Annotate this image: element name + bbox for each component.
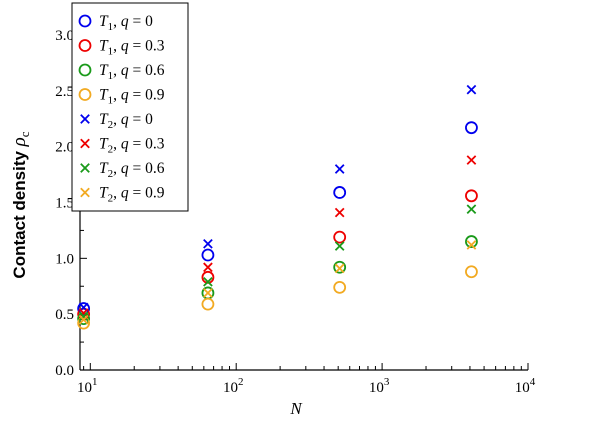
legend-marker-circle <box>78 63 92 77</box>
legend-entry: T1, q = 0.3 <box>78 38 165 58</box>
legend: T1, q = 0 T1, q = 0.3 T1, q = 0.6 T1, q = 0… <box>71 2 189 212</box>
x-axis-label: N <box>289 399 303 418</box>
data-point-circle <box>333 230 347 244</box>
legend-label: T1, q = 0.6 <box>99 62 165 82</box>
data-point-circle <box>333 280 347 294</box>
legend-entry: T2, q = 0.9 <box>80 185 165 205</box>
legend-marker-circle <box>78 14 92 28</box>
series-5 <box>78 84 477 313</box>
y-tick-label: 0.5 <box>55 307 74 323</box>
legend-entry: T2, q = 0 <box>80 111 153 131</box>
legend-label: T1, q = 0.9 <box>99 87 165 107</box>
ticks-layer: 0.0 0.5 1.0 1.5 2.0 2.5 3.0 101 102 103 104 <box>55 28 536 396</box>
legend-marker-cross <box>80 163 90 173</box>
data-point-circle <box>465 121 478 135</box>
y-tick-label: 1.5 <box>55 196 74 212</box>
y-axis-label: Contact density ρc <box>9 131 32 278</box>
y-tick-label: 2.0 <box>55 140 74 156</box>
legend-entry: T2, q = 0.3 <box>80 136 165 156</box>
data-point-cross <box>334 263 345 274</box>
data-point-cross <box>466 204 477 215</box>
legend-marker-circle <box>78 88 92 101</box>
data-point-circle <box>333 260 347 274</box>
legend-label: T2, q = 0.6 <box>99 160 165 180</box>
series-8 <box>78 240 477 325</box>
y-axis-label-symbol: ρ <box>9 137 30 147</box>
y-tick-label: 0.0 <box>55 363 74 379</box>
x-tick-label: 103 <box>369 376 390 396</box>
x-tick-label: 104 <box>515 376 536 396</box>
legend-entry: T1, q = 0.6 <box>78 62 165 82</box>
x-tick-label: 101 <box>77 376 98 396</box>
data-point-cross <box>334 164 345 174</box>
legend-marker-cross <box>80 187 90 198</box>
data-point-circle <box>201 297 215 311</box>
data-point-circle <box>333 186 347 199</box>
series-3 <box>77 235 478 326</box>
legend-label: T2, q = 0.3 <box>99 136 165 156</box>
legend-entry: T1, q = 0.9 <box>78 87 165 107</box>
legend-marker-cross <box>80 114 90 124</box>
x-tick-label: 102 <box>223 376 244 396</box>
y-tick-label: 1.0 <box>55 251 74 267</box>
data-point-cross <box>466 240 477 250</box>
data-point-cross <box>78 311 89 322</box>
data-point-cross <box>334 241 345 251</box>
legend-label: T1, q = 0.3 <box>99 38 165 58</box>
legend-label: T2, q = 0 <box>99 111 153 131</box>
legend-entry: T2, q = 0.6 <box>80 160 165 180</box>
data-point-cross <box>203 262 213 273</box>
series-4 <box>77 265 478 330</box>
data-point-cross <box>203 276 213 287</box>
data-point-circle <box>465 235 478 248</box>
legend-entry: T1, q = 0 <box>78 13 153 33</box>
data-point-cross <box>203 238 213 249</box>
legend-label: T1, q = 0 <box>99 13 153 33</box>
marks-layer <box>77 84 478 330</box>
y-axis-label-subscript: c <box>17 131 32 137</box>
data-point-circle <box>465 265 478 279</box>
legend-marker-cross <box>80 138 90 149</box>
data-point-cross <box>466 155 477 165</box>
data-point-cross <box>78 314 89 325</box>
y-axis-label-text: Contact density <box>10 146 29 278</box>
series-7 <box>78 204 477 322</box>
data-point-circle <box>465 189 478 203</box>
y-tick-label: 3.0 <box>55 28 74 44</box>
legend-marker-circle <box>78 39 92 52</box>
data-point-cross <box>203 288 213 298</box>
legend-box <box>71 2 189 212</box>
data-point-circle <box>201 248 215 262</box>
legend-label: T2, q = 0.9 <box>99 185 165 205</box>
y-tick-label: 2.5 <box>55 84 74 100</box>
data-point-cross <box>466 84 477 95</box>
data-point-cross <box>334 207 345 218</box>
series-6 <box>78 155 477 318</box>
